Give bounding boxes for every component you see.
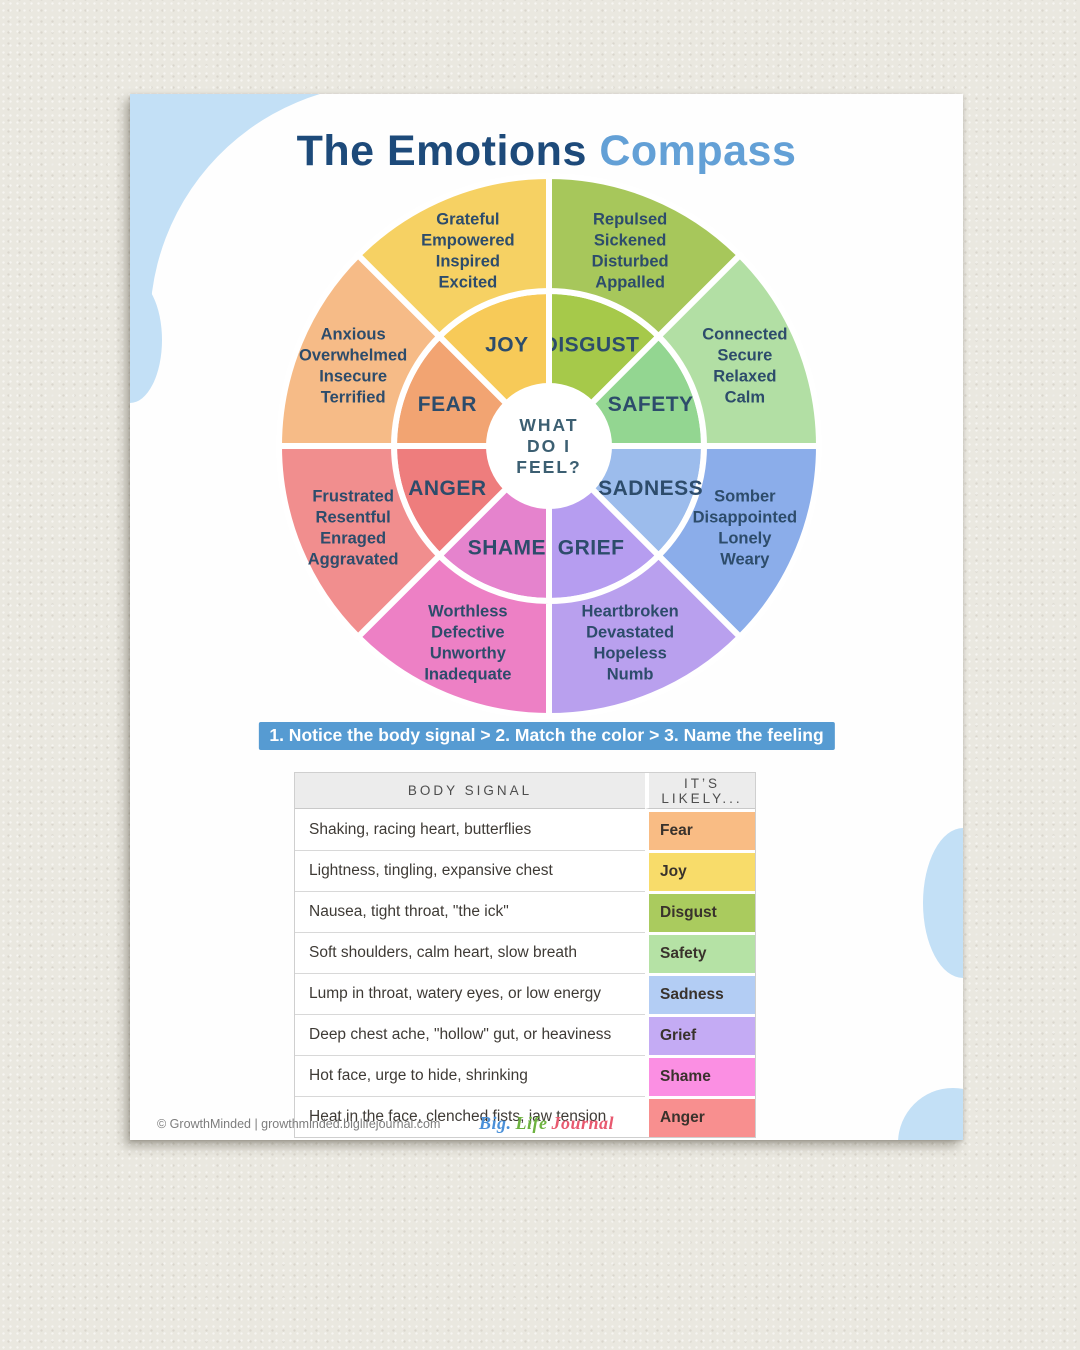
decor-blob-right (923, 828, 963, 978)
emotion-cell: Anger (645, 1096, 755, 1137)
logo-word: Life (515, 1113, 548, 1133)
wheel-center-circle (489, 386, 609, 506)
header-body-signal: BODY SIGNAL (295, 773, 645, 809)
body-signal-cell: Hot face, urge to hide, shrinking (295, 1055, 645, 1096)
body-signal-cell: Deep chest ache, "hollow" gut, or heavin… (295, 1014, 645, 1055)
title-the-emotions: The Emotions (296, 127, 587, 175)
table-row: Lightness, tingling, expansive chest Joy (295, 850, 755, 891)
emotion-cell: Fear (645, 809, 755, 850)
wheel-words-shame: Worthless Defective Unworthy Inadequate (424, 602, 511, 683)
body-signal-cell: Nausea, tight throat, "the ick" (295, 891, 645, 932)
table-row: Lump in throat, watery eyes, or low ener… (295, 973, 755, 1014)
emotion-cell: Shame (645, 1055, 755, 1096)
footer: © GrowthMinded | growthminded.biglifejou… (130, 1113, 963, 1137)
wheel-center-question: WHAT DO I FEEL? (516, 415, 581, 477)
wheel-label-grief: GRIEF (558, 537, 625, 560)
table-header-row: BODY SIGNAL IT’S LIKELY... (295, 773, 755, 809)
wheel-words-fear: Anxious Overwhelmed Insecure Terrified (299, 325, 407, 406)
table-row: Heat in the face, clenched fists, jaw te… (295, 1096, 755, 1137)
body-signal-cell: Lump in throat, watery eyes, or low ener… (295, 973, 645, 1014)
emotion-cell: Safety (645, 932, 755, 973)
wheel-label-fear: FEAR (418, 393, 477, 416)
body-signal-cell: Soft shoulders, calm heart, slow breath (295, 932, 645, 973)
instruction-banner: 1. Notice the body signal > 2. Match the… (258, 722, 835, 750)
emotion-cell: Sadness (645, 973, 755, 1014)
logo-word: Big. (478, 1113, 512, 1133)
wheel-words-grief: Heartbroken Devastated Hopeless Numb (582, 602, 679, 683)
title-compass: Compass (599, 127, 797, 175)
logo-word: Journal (551, 1113, 615, 1133)
wheel-words-anger: Frustrated Resentful Enraged Aggravated (308, 488, 399, 569)
table-row: Nausea, tight throat, "the ick" Disgust (295, 891, 755, 932)
wheel-words-joy: Grateful Empowered Inspired Excited (421, 211, 515, 292)
emotion-cell: Disgust (645, 891, 755, 932)
poster-sheet: The Emotions Compass DISGUST Repulsed Sick… (130, 94, 963, 1140)
emotion-cell: Joy (645, 850, 755, 891)
wheel-label-joy: JOY (485, 333, 529, 356)
big-life-journal-logo: Big. Life Journal (130, 1113, 963, 1134)
emotion-cell: Grief (645, 1014, 755, 1055)
body-signal-cell: Shaking, racing heart, butterflies (295, 809, 645, 850)
table-row: Soft shoulders, calm heart, slow breath S… (295, 932, 755, 973)
copyright-text: © GrowthMinded | growthminded.biglifejou… (157, 1117, 441, 1131)
wheel-label-sadness: SADNESS (598, 477, 703, 500)
table-row: Hot face, urge to hide, shrinking Shame (295, 1055, 755, 1096)
wheel-label-disgust: DISGUST (543, 333, 640, 356)
wheel-outer-joy (355, 173, 552, 340)
header-its-likely: IT’S LIKELY... (645, 773, 755, 809)
emotions-wheel: DISGUST Repulsed Sickened Disturbed Appalled… (276, 173, 822, 719)
wheel-words-safety: Connected Secure Relaxed Calm (702, 325, 787, 406)
page-title: The Emotions Compass (130, 127, 963, 176)
wheel-label-anger: ANGER (408, 477, 486, 500)
wheel-label-shame: SHAME (468, 537, 546, 560)
body-signal-cell: Heat in the face, clenched fists, jaw te… (295, 1096, 645, 1137)
body-signal-table: BODY SIGNAL IT’S LIKELY... Shaking, raci… (294, 772, 756, 1138)
body-signal-cell: Lightness, tingling, expansive chest (295, 850, 645, 891)
decor-blob-top-left (130, 94, 460, 319)
wheel-label-safety: SAFETY (608, 393, 694, 416)
wheel-words-disgust: Repulsed Sickened Disturbed Appalled (592, 211, 669, 292)
table-row: Shaking, racing heart, butterflies Fear (295, 809, 755, 850)
table-row: Deep chest ache, "hollow" gut, or heavin… (295, 1014, 755, 1055)
wheel-words-sadness: Somber Disappointed Lonely Weary (693, 488, 798, 569)
